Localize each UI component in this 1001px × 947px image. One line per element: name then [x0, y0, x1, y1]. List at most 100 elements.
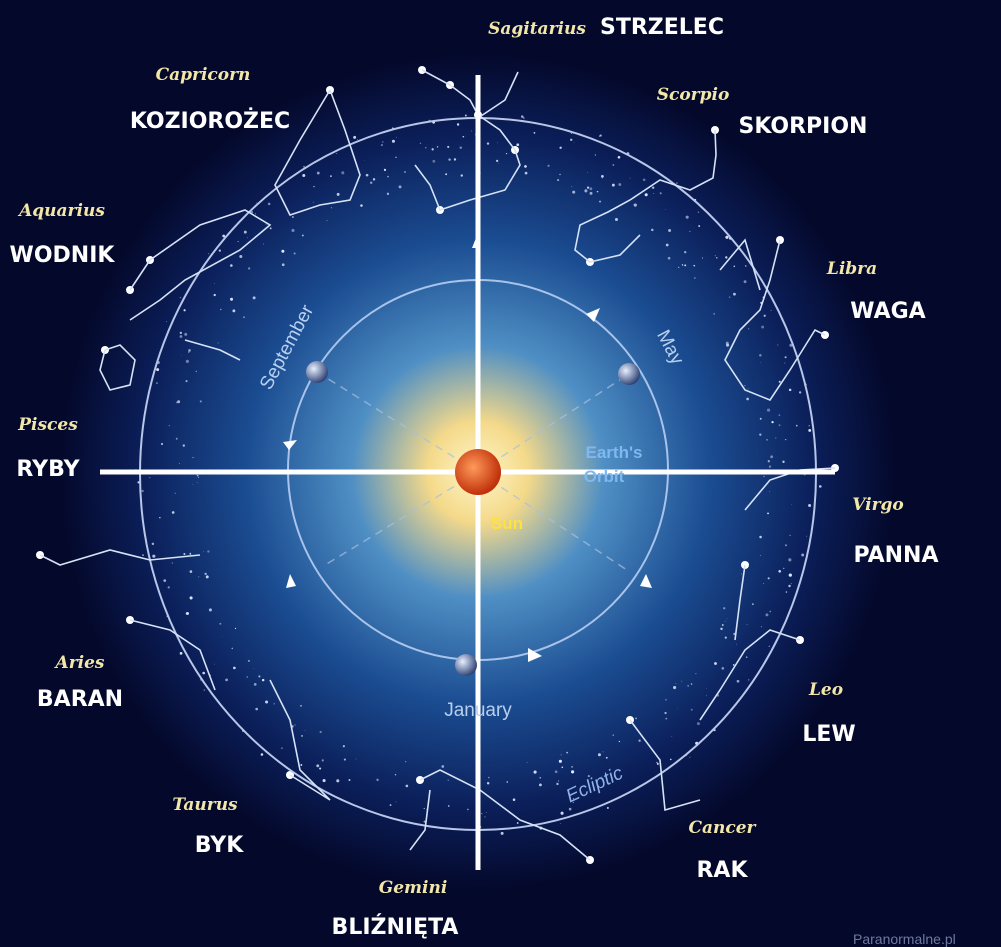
- star: [584, 189, 587, 192]
- star: [689, 231, 690, 232]
- star: [601, 175, 604, 178]
- star: [166, 321, 167, 322]
- constellation-local-name: PANNA: [854, 543, 939, 568]
- star: [179, 463, 180, 464]
- star: [406, 785, 409, 788]
- star: [759, 536, 762, 539]
- star: [786, 591, 788, 593]
- star: [169, 425, 170, 426]
- star: [612, 184, 615, 187]
- star: [258, 675, 260, 677]
- constellation-name: Pisces: [17, 415, 78, 435]
- star: [256, 203, 257, 204]
- constellation-local-name: STRZELEC: [600, 15, 724, 40]
- star: [682, 264, 683, 265]
- star: [370, 182, 372, 184]
- star: [219, 623, 221, 625]
- star: [336, 779, 339, 782]
- star: [172, 562, 173, 563]
- star: [666, 244, 669, 247]
- star: [348, 779, 350, 781]
- star: [496, 160, 498, 162]
- star: [665, 699, 667, 701]
- star: [253, 296, 256, 299]
- star: [613, 164, 615, 166]
- star: [779, 381, 781, 383]
- star: [341, 171, 344, 174]
- star: [571, 766, 573, 768]
- star: [801, 554, 804, 557]
- star: [737, 680, 740, 683]
- star: [281, 747, 283, 749]
- star: [239, 255, 242, 258]
- constellation-local-name: WODNIK: [10, 243, 116, 268]
- star: [461, 174, 463, 176]
- star: [382, 141, 383, 142]
- star: [752, 603, 754, 605]
- star: [344, 759, 346, 761]
- star: [317, 172, 320, 175]
- star: [441, 765, 444, 768]
- star: [559, 760, 562, 763]
- star: [769, 611, 771, 613]
- star: [376, 779, 378, 781]
- star: [779, 414, 781, 416]
- star: [448, 805, 450, 807]
- star: [603, 751, 604, 752]
- star: [180, 332, 182, 334]
- star: [301, 735, 303, 737]
- star: [270, 227, 272, 229]
- star: [785, 544, 787, 546]
- star: [159, 517, 160, 518]
- star: [233, 667, 236, 670]
- star: [142, 554, 144, 556]
- star: [467, 809, 469, 811]
- star: [572, 186, 573, 187]
- star: [767, 513, 769, 515]
- star: [693, 265, 695, 267]
- constellation-local-name: RAK: [696, 858, 748, 883]
- star: [214, 283, 215, 284]
- star: [777, 345, 778, 346]
- star: [420, 143, 421, 144]
- star: [796, 425, 798, 427]
- watermark: Paranormalne.pl: [853, 931, 956, 947]
- star: [670, 759, 672, 761]
- star: [714, 662, 717, 665]
- constellation-name: Taurus: [172, 795, 238, 815]
- star: [559, 147, 561, 149]
- star: [788, 585, 790, 587]
- star: [587, 187, 589, 189]
- star: [484, 816, 485, 817]
- star: [726, 342, 729, 345]
- star: [572, 191, 575, 194]
- star: [486, 812, 487, 813]
- star: [404, 171, 406, 173]
- star: [246, 676, 248, 678]
- star: [691, 709, 693, 711]
- star: [783, 568, 784, 569]
- star: [255, 213, 256, 214]
- star: [618, 183, 621, 186]
- star: [747, 624, 748, 625]
- star: [785, 356, 787, 358]
- star: [695, 673, 696, 674]
- star: [220, 309, 221, 310]
- star: [761, 626, 762, 627]
- star: [353, 136, 356, 139]
- star: [395, 157, 396, 158]
- star: [799, 391, 801, 393]
- star: [292, 216, 294, 218]
- star: [779, 424, 781, 426]
- star: [806, 536, 807, 537]
- star: [230, 298, 233, 301]
- star: [741, 573, 742, 574]
- star: [759, 434, 761, 436]
- star: [744, 280, 747, 283]
- star: [760, 555, 761, 556]
- month-label: January: [444, 700, 512, 721]
- star: [183, 553, 185, 555]
- zodiac-diagram: September May January Earth's Orbit Sun …: [0, 0, 1001, 947]
- star: [185, 380, 187, 382]
- star: [432, 160, 435, 163]
